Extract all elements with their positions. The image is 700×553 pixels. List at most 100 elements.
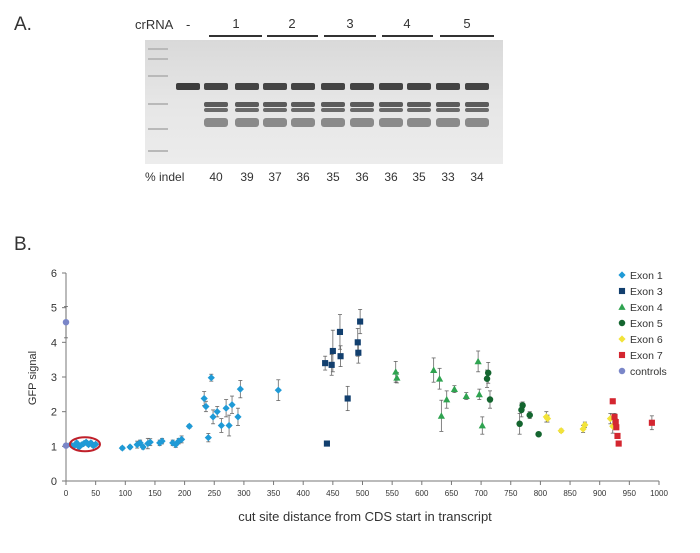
cleaved-band-lower bbox=[436, 118, 460, 127]
chart-legend: Exon 1 Exon 3 Exon 4 Exon 5 Exon 6 Exon 7 cont… bbox=[618, 270, 667, 378]
x-tick-label: 1000 bbox=[650, 489, 668, 498]
cleaved-band bbox=[321, 108, 345, 112]
ladder-band bbox=[148, 128, 168, 130]
parent-band bbox=[379, 83, 403, 90]
x-tick-label: 550 bbox=[385, 489, 399, 498]
point-exon-3 bbox=[328, 361, 335, 368]
point-controls bbox=[62, 318, 70, 326]
x-tick-label: 650 bbox=[445, 489, 459, 498]
indel-value: 35 bbox=[326, 170, 340, 184]
point-exon-1 bbox=[73, 439, 81, 447]
point-exon-1 bbox=[89, 442, 97, 450]
cleaved-band-lower bbox=[350, 118, 374, 127]
point-exon-3 bbox=[329, 347, 336, 355]
point-exon-1 bbox=[202, 402, 210, 411]
point-exon-5 bbox=[486, 396, 494, 403]
legend-label-exon-7: Exon 7 bbox=[630, 350, 663, 362]
point-exon-3 bbox=[322, 360, 329, 367]
panel-b-label: B. bbox=[14, 234, 32, 255]
point-exon-1 bbox=[222, 404, 230, 412]
highlight-ellipse-shape bbox=[68, 436, 101, 453]
point-exon-6 bbox=[581, 421, 589, 429]
point-exon-3 bbox=[336, 328, 344, 335]
parent-band bbox=[235, 83, 259, 90]
cleaved-band bbox=[204, 108, 228, 112]
cleaved-band-lower bbox=[321, 118, 345, 127]
cleaved-band bbox=[436, 108, 460, 112]
parent-band bbox=[436, 83, 460, 90]
legend-label-exon-5: Exon 5 bbox=[630, 318, 663, 330]
point-exon-4 bbox=[430, 366, 438, 373]
point-exon-1 bbox=[207, 374, 215, 382]
point-controls bbox=[62, 442, 70, 449]
point-exon-4 bbox=[462, 392, 470, 399]
point-exon-1 bbox=[236, 385, 244, 393]
point-exon-5 bbox=[519, 402, 526, 409]
point-exon-1 bbox=[185, 422, 193, 430]
indel-value: 36 bbox=[355, 170, 369, 184]
group-label: 2 bbox=[288, 16, 295, 31]
point-exon-7 bbox=[611, 413, 618, 420]
y-tick-label: 4 bbox=[51, 337, 57, 349]
group-label: 5 bbox=[463, 16, 470, 31]
point-exon-1 bbox=[118, 444, 126, 452]
point-exon-4 bbox=[450, 385, 459, 393]
legend-marker-exon-5 bbox=[618, 319, 626, 327]
point-exon-6 bbox=[606, 415, 614, 423]
cleaved-band-lower bbox=[291, 118, 315, 127]
point-exon-4 bbox=[437, 412, 445, 419]
indel-value: 36 bbox=[384, 170, 398, 184]
point-exon-7 bbox=[648, 419, 655, 426]
cleaved-band bbox=[407, 102, 431, 107]
group-label: 3 bbox=[346, 16, 353, 31]
chart-axes bbox=[62, 272, 660, 485]
indel-value: 35 bbox=[412, 170, 426, 184]
point-exon-1 bbox=[209, 413, 217, 421]
legend-label-exon-1: Exon 1 bbox=[630, 270, 663, 282]
x-tick-label: 750 bbox=[504, 489, 518, 498]
x-tick-label: 500 bbox=[356, 489, 370, 498]
x-tick-label: 400 bbox=[297, 489, 311, 498]
indel-values: 40 39 37 36 35 36 36 35 33 34 bbox=[209, 170, 484, 184]
x-tick-label: 900 bbox=[593, 489, 607, 498]
legend-marker-exon-1 bbox=[618, 271, 626, 279]
panel-a-label: A. bbox=[14, 14, 32, 35]
cleaved-band-lower bbox=[204, 118, 228, 127]
point-exon-3 bbox=[357, 318, 364, 325]
cleaved-band-lower bbox=[379, 118, 403, 127]
point-exon-3 bbox=[337, 353, 344, 360]
point-exon-5 bbox=[535, 430, 542, 438]
error-bars bbox=[64, 306, 654, 451]
point-exon-4 bbox=[392, 368, 400, 375]
point-exon-1 bbox=[274, 386, 282, 394]
point-exon-1 bbox=[225, 421, 233, 430]
cleaved-band bbox=[379, 102, 403, 107]
group-label: 4 bbox=[403, 16, 410, 31]
legend-label-exon-3: Exon 3 bbox=[630, 286, 663, 298]
indel-value: 39 bbox=[240, 170, 254, 184]
negative-control-label: - bbox=[186, 17, 190, 32]
indel-label: % indel bbox=[145, 170, 184, 184]
point-exon-4 bbox=[478, 421, 486, 429]
y-tick-label: 5 bbox=[51, 303, 57, 315]
y-tick-labels: 0 1 2 3 4 5 6 bbox=[51, 268, 57, 488]
point-exon-4 bbox=[475, 390, 483, 398]
legend-label-exon-6: Exon 6 bbox=[630, 334, 663, 346]
x-tick-label: 300 bbox=[237, 489, 251, 498]
point-exon-3 bbox=[323, 440, 330, 447]
point-exon-1 bbox=[217, 421, 225, 430]
parent-band bbox=[321, 83, 345, 90]
y-tick-label: 0 bbox=[51, 476, 57, 488]
point-exon-4 bbox=[474, 357, 482, 365]
cleaved-band-lower bbox=[235, 118, 259, 127]
x-tick-label: 700 bbox=[474, 489, 488, 498]
point-exon-1 bbox=[70, 442, 78, 450]
point-exon-1 bbox=[87, 439, 95, 447]
point-exon-1 bbox=[133, 441, 141, 449]
point-exon-7 bbox=[615, 440, 622, 447]
x-tick-label: 800 bbox=[534, 489, 548, 498]
indel-value: 36 bbox=[296, 170, 310, 184]
cleaved-band bbox=[407, 108, 431, 112]
